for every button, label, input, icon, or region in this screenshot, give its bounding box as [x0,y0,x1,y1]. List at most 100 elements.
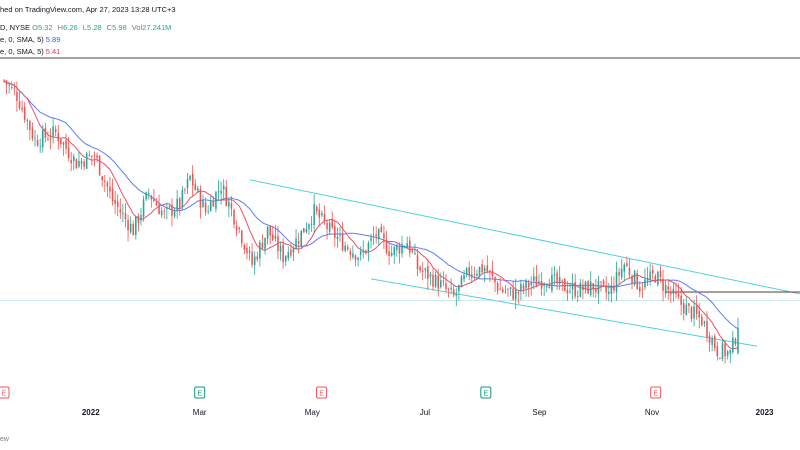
candle-body [297,241,300,244]
candle [719,357,721,360]
candle-body [290,249,292,256]
candle-body [713,336,716,349]
candle-body [367,242,370,253]
candle-body [308,224,310,230]
ma2-legend[interactable]: e, 0, SMA, 5) 5.41 [0,47,60,56]
candle [471,265,473,284]
candle-body [158,204,160,215]
candle-body [618,271,620,276]
candle [558,266,561,291]
earnings-marker[interactable]: E [650,386,662,399]
candle [633,269,636,287]
candle-body [388,251,390,257]
candle [75,158,78,169]
candle [259,239,261,267]
candle-body [233,210,235,225]
candle [29,120,31,141]
candle-body [693,306,695,319]
candle [65,133,67,154]
candle-body [602,280,605,285]
candle-body [377,229,380,239]
candle-body [716,346,719,357]
candle-body [80,160,83,164]
candle [589,271,592,297]
candle-body [31,127,34,139]
candle-body [732,337,734,352]
candle [478,266,481,279]
candle [142,195,145,222]
x-tick-label: Nov [645,408,659,417]
candle-body [695,305,698,314]
candle-body [173,211,176,217]
candle-body [408,240,411,253]
footer-caption: ew [0,436,9,443]
candle-body [54,129,57,133]
candle-body [483,268,486,272]
candle [106,180,109,197]
candle-body [83,161,85,167]
candle-body [106,182,109,187]
candle-body [104,180,106,182]
candle [429,271,432,286]
candle-body [98,155,101,176]
candle-body [331,220,334,228]
candlesticks [3,78,739,364]
candle-body [481,264,483,273]
candle-body [463,275,465,280]
candle [153,189,155,203]
candle-body [279,245,282,252]
candle [582,279,584,300]
earnings-markers[interactable]: EEEEEE⚡E [0,386,800,399]
candle [507,287,509,297]
earnings-marker[interactable]: E [480,386,492,399]
candle-body [88,155,91,157]
earnings-marker[interactable]: E [316,386,328,399]
candle [158,194,160,215]
candle [502,286,504,294]
candle [447,287,450,298]
candle [83,159,85,171]
candle [137,213,140,232]
candle-body [393,247,396,255]
candle-body [339,234,341,236]
candle-body [259,242,261,259]
candle-body [67,147,70,158]
candle-body [354,255,357,260]
candle [365,249,367,255]
candle [408,236,411,258]
candle [178,196,181,216]
candle-body [396,245,398,250]
candle-body [628,268,631,276]
candle-body [561,279,564,281]
candle-body [662,278,664,291]
candle [597,275,600,304]
candle [693,299,695,327]
trend-channel[interactable] [249,179,800,347]
candle [543,282,545,297]
candle-body [129,223,132,233]
candle [217,180,220,201]
candle [166,202,168,220]
ma1-legend[interactable]: e, 0, SMA, 5) 5.89 [0,35,60,44]
candle [419,265,421,273]
candle [455,288,458,307]
candle-body [509,287,512,290]
x-tick-label: Sep [532,408,547,417]
candle-body [429,274,432,277]
candle-body [189,175,191,180]
candle [318,203,321,227]
candle [672,283,675,302]
earnings-marker[interactable]: E [194,386,206,399]
candle [261,233,264,249]
candle-body [450,287,452,290]
support-line[interactable] [0,291,800,301]
candle-body [452,289,455,296]
candle-body [168,206,171,208]
candle [171,198,173,227]
candle-body [235,226,238,231]
earnings-marker[interactable]: E [0,386,10,399]
earnings-marker-label: E [319,391,324,398]
candle [370,233,372,249]
candle [44,122,47,143]
